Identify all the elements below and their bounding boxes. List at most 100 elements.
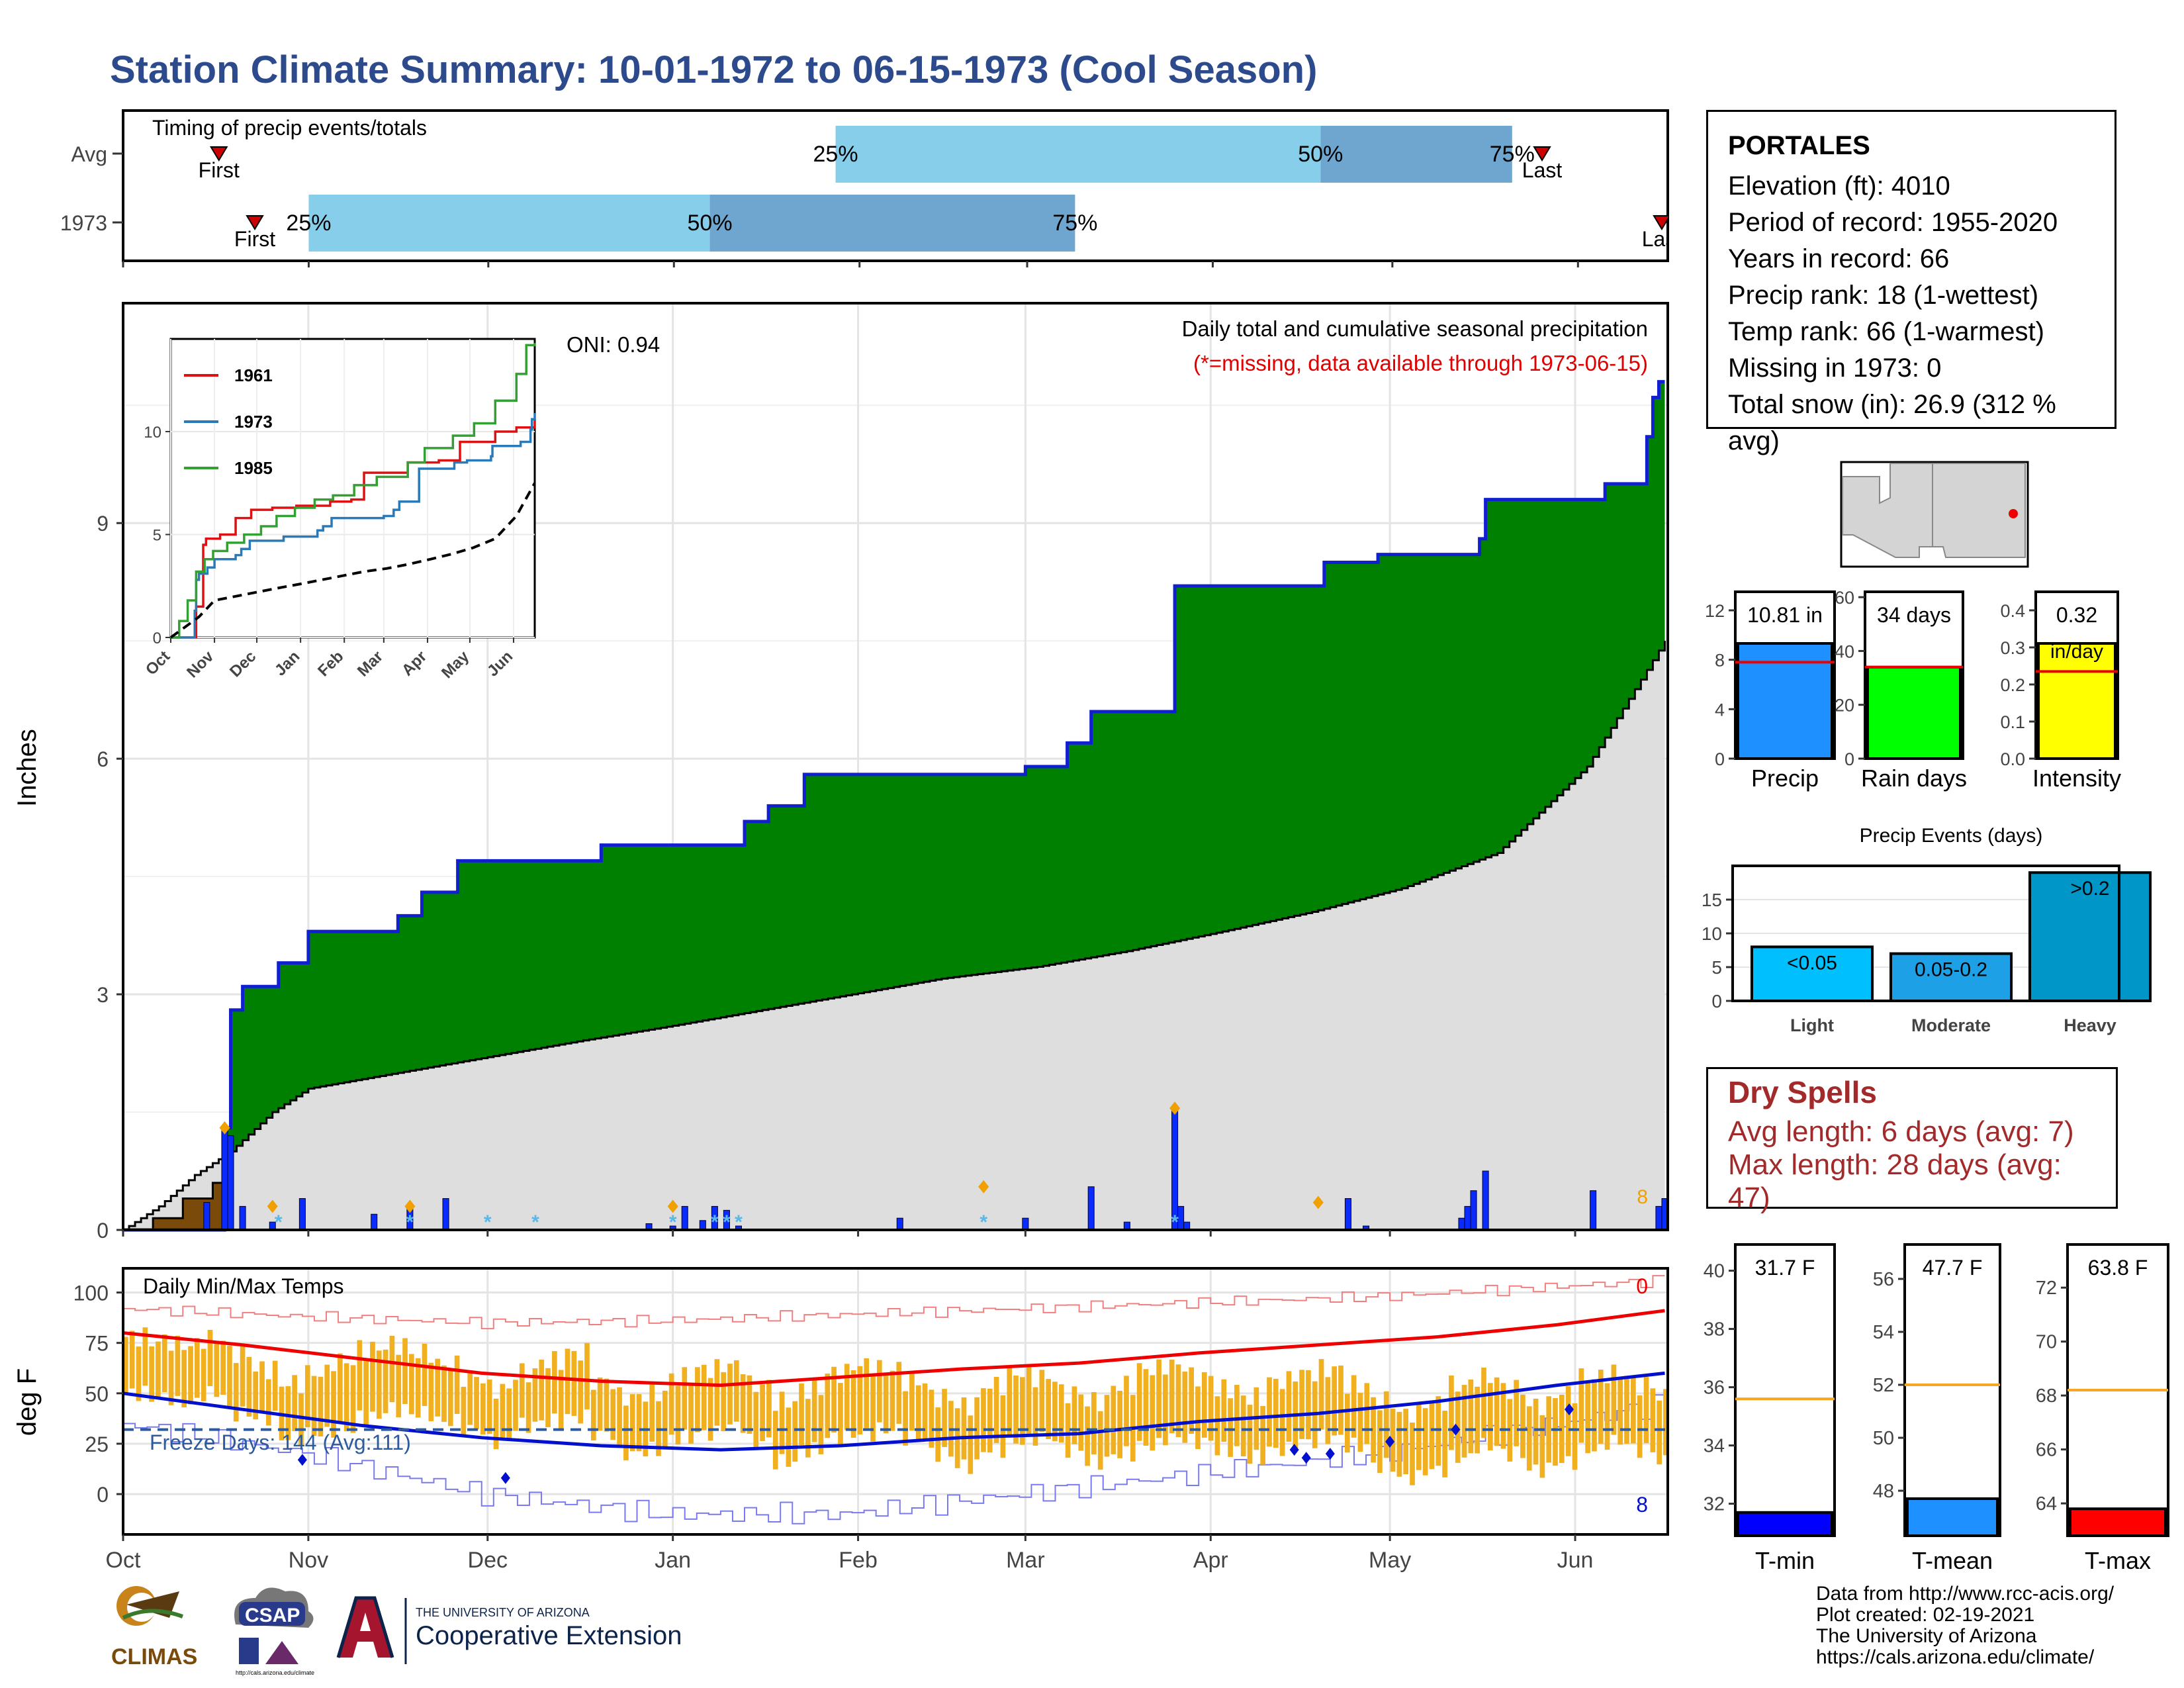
timing-clip <box>1669 111 1689 263</box>
record-low-marker <box>1325 1448 1335 1460</box>
daily-temp-bar <box>1403 1409 1409 1475</box>
daily-temp-bar <box>597 1377 603 1431</box>
precip-subtitle: (*=missing, data available through 1973-… <box>1193 351 1648 375</box>
oni-label: ONI: 0.94 <box>567 332 660 357</box>
daily-temp-bar <box>961 1397 967 1460</box>
daily-temp-bar <box>195 1338 200 1398</box>
daily-temp-bar <box>1052 1382 1058 1442</box>
raindays-gauge-ytick-label: 20 <box>1835 696 1854 716</box>
daily-temp-bar <box>422 1343 428 1407</box>
daily-temp-bar <box>259 1361 265 1411</box>
inset-legend-label: 1985 <box>234 458 273 478</box>
daily-temp-bar <box>922 1383 928 1440</box>
daily-temp-bar <box>1461 1385 1467 1458</box>
daily-temp-bar <box>227 1345 232 1408</box>
month-label: Mar <box>1006 1548 1045 1573</box>
daily-temp-bar <box>590 1389 596 1441</box>
avg-tmin-line <box>122 1371 1665 1452</box>
daily-temp-bar <box>376 1350 382 1419</box>
daily-temp-bar <box>636 1394 642 1452</box>
temp-count-top: 0 <box>1636 1274 1648 1298</box>
daily-temp-bar <box>539 1359 545 1421</box>
intensity-gauge-bar <box>2037 642 2116 760</box>
daily-precip-bar <box>239 1205 246 1231</box>
daily-temp-bar <box>201 1348 206 1401</box>
timing-p25-label: 25% <box>286 211 331 236</box>
events-ytick-label: 5 <box>1711 957 1722 978</box>
daily-temp-bar <box>474 1377 479 1430</box>
daily-temp-bar <box>493 1398 499 1450</box>
daily-temp-bar <box>175 1335 181 1396</box>
daily-temp-bar <box>883 1374 889 1434</box>
daily-temp-bar <box>1435 1396 1441 1466</box>
inset-ytick-label: 5 <box>153 526 161 544</box>
daily-temp-bar <box>1604 1383 1610 1450</box>
daily-temp-bar <box>304 1365 310 1428</box>
daily-precip-bar <box>298 1198 306 1231</box>
snow-marker: * <box>711 1211 719 1233</box>
daily-temp-bar <box>707 1378 713 1441</box>
daily-temp-bar <box>1572 1403 1578 1470</box>
daily-temp-bar <box>1351 1375 1357 1438</box>
events-bar <box>2028 871 2152 1002</box>
snow-marker: * <box>979 1211 987 1233</box>
daily-temp-bar <box>1325 1377 1331 1444</box>
daily-precip-bar <box>1022 1217 1029 1231</box>
daily-temp-bar <box>903 1391 908 1446</box>
intensity-gauge-ytick-label: 0.4 <box>2000 601 2025 621</box>
daily-temp-bar <box>156 1341 161 1398</box>
daily-temp-bar <box>233 1363 239 1422</box>
daily-temp-bar <box>357 1340 363 1411</box>
daily-temp-bar <box>799 1383 804 1445</box>
daily-temp-bar <box>409 1354 414 1415</box>
snow-marker: * <box>275 1211 283 1233</box>
daily-temp-bar <box>1104 1395 1110 1457</box>
daily-temp-bar <box>818 1395 824 1454</box>
station-line: Period of record: 1955-2020 <box>1728 208 2058 237</box>
daily-temp-bar <box>136 1346 142 1401</box>
station-line: Precip rank: 18 (1-wettest) <box>1728 281 2039 310</box>
daily-temp-bar <box>565 1348 570 1415</box>
daily-precip-bar <box>1458 1217 1465 1231</box>
svg-text:Cooperative Extension: Cooperative Extension <box>416 1621 682 1650</box>
tmax-gauge-value: 63.8 F <box>2088 1256 2148 1280</box>
daily-temp-bar <box>1000 1395 1006 1458</box>
inset-series-line <box>169 482 536 639</box>
precip-gauge-bar <box>1737 642 1833 760</box>
raindays-gauge-ytick-label: 0 <box>1844 749 1854 769</box>
daily-temp-bar <box>1332 1366 1338 1436</box>
daily-temp-bar <box>1371 1397 1376 1463</box>
daily-temp-bar <box>428 1362 434 1422</box>
tmean-gauge-value: 47.7 F <box>1923 1256 1983 1280</box>
month-label: Oct <box>106 1548 141 1573</box>
daily-temp-bar <box>389 1336 395 1403</box>
inset-series-line <box>171 343 536 639</box>
month-label: Feb <box>839 1548 878 1573</box>
daily-temp-bar <box>318 1376 324 1437</box>
intensity-gauge-xlabel: Intensity <box>2032 765 2121 792</box>
daily-temp-bar <box>383 1349 388 1413</box>
daily-temp-bar <box>1422 1408 1428 1476</box>
daily-temp-bar <box>298 1393 304 1446</box>
daily-precip-bar <box>221 1127 228 1231</box>
timing-row-label: Avg <box>71 142 107 166</box>
daily-temp-bar <box>935 1407 941 1462</box>
precip-ylabel: Inches <box>13 729 42 807</box>
tmax-gauge-ytick-label: 66 <box>2036 1440 2057 1461</box>
extreme-precip-marker <box>1169 1102 1181 1115</box>
daily-temp-bar <box>1494 1377 1500 1446</box>
timing-panel: Timing of precip events/totals Avg 25% 50% 7… <box>60 109 1689 267</box>
daily-temp-bar <box>350 1365 356 1433</box>
daily-temp-bar <box>1150 1375 1156 1451</box>
daily-temp-bar <box>1416 1403 1422 1470</box>
snow-marker: * <box>484 1211 492 1233</box>
extreme-precip-marker <box>1312 1196 1324 1209</box>
daily-temp-bar <box>981 1388 986 1452</box>
extreme-precip-marker <box>219 1121 230 1135</box>
record-low-marker <box>1385 1435 1395 1448</box>
daily-precip-bar <box>1470 1190 1477 1231</box>
extreme-precip-marker <box>267 1199 278 1213</box>
daily-temp-bar <box>311 1376 317 1436</box>
tmin-gauge-ytick-label: 40 <box>1704 1261 1725 1282</box>
